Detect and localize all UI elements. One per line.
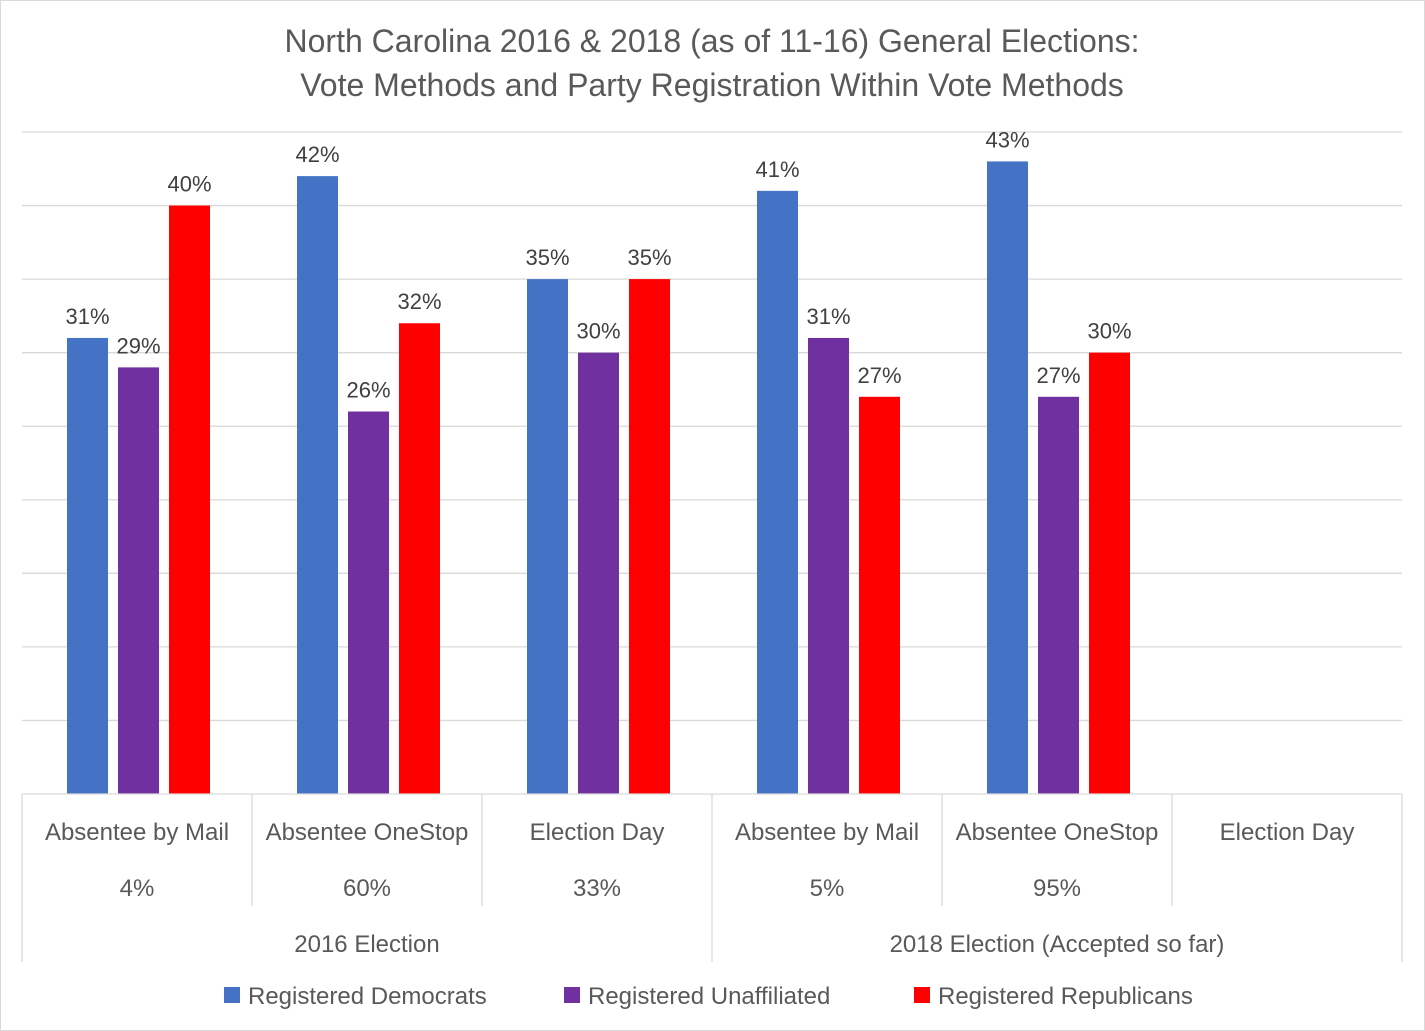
bars — [67, 161, 1130, 795]
data-label: 27% — [1036, 363, 1080, 388]
bar-registered-democrats — [527, 279, 568, 795]
group-label: 2018 Election (Accepted so far) — [890, 931, 1225, 958]
legend-label: Registered Unaffiliated — [588, 983, 830, 1010]
category-label: Absentee by Mail — [735, 819, 919, 846]
category-label: Absentee OneStop — [956, 819, 1159, 846]
category-share-label: 33% — [573, 875, 621, 902]
chart-subtitle: Vote Methods and Party Registration With… — [300, 67, 1124, 103]
legend-swatch — [224, 987, 240, 1003]
bar-registered-unaffiliated — [348, 411, 389, 794]
bar-registered-republicans — [399, 323, 440, 794]
category-axis: Absentee by Mail 4% Absentee OneStop 60% Ele… — [21, 793, 1403, 962]
chart-title: North Carolina 2016 & 2018 (as of 11-16)… — [285, 23, 1140, 59]
bar-registered-republicans — [1089, 352, 1130, 794]
bar-registered-republicans — [629, 279, 670, 795]
data-label: 26% — [346, 378, 390, 403]
bar-registered-unaffiliated — [578, 352, 619, 794]
data-label: 35% — [525, 245, 569, 270]
bar-registered-democrats — [757, 190, 798, 794]
data-label: 41% — [755, 157, 799, 182]
legend-swatch — [914, 987, 930, 1003]
data-labels: 31% 42% 35% 41% 43% 29% 26% 30% 31% 27% 40% 32% 35% 2… — [65, 127, 1131, 402]
category-share-label: 60% — [343, 875, 391, 902]
data-label: 29% — [116, 333, 160, 358]
bar-registered-unaffiliated — [1038, 396, 1079, 794]
gridlines — [22, 131, 1402, 722]
data-label: 27% — [857, 363, 901, 388]
category-label: Election Day — [1220, 819, 1355, 846]
category-share-label: 95% — [1033, 875, 1081, 902]
bar-registered-democrats — [987, 161, 1028, 794]
data-label: 42% — [295, 142, 339, 167]
bar-registered-unaffiliated — [808, 337, 849, 794]
bar-registered-unaffiliated — [118, 367, 159, 794]
category-share-label: 5% — [810, 875, 845, 902]
data-label: 32% — [397, 289, 441, 314]
legend: Registered Democrats Registered Unaffilia… — [224, 983, 1193, 1010]
legend-label: Registered Republicans — [938, 983, 1193, 1010]
data-label: 30% — [576, 319, 620, 344]
category-label: Absentee OneStop — [266, 819, 469, 846]
bar-registered-republicans — [859, 396, 900, 794]
legend-swatch — [564, 987, 580, 1003]
data-label: 31% — [806, 304, 850, 329]
category-label: Absentee by Mail — [45, 819, 229, 846]
bar-registered-democrats — [297, 176, 338, 795]
data-label: 30% — [1087, 319, 1131, 344]
data-label: 35% — [627, 245, 671, 270]
legend-label: Registered Democrats — [248, 983, 487, 1010]
data-label: 40% — [167, 172, 211, 197]
category-label: Election Day — [530, 819, 665, 846]
data-label: 43% — [985, 127, 1029, 152]
group-label: 2016 Election — [294, 931, 439, 958]
data-label: 31% — [65, 304, 109, 329]
bar-registered-democrats — [67, 337, 108, 794]
bar-registered-republicans — [169, 205, 210, 795]
category-share-label: 4% — [120, 875, 155, 902]
